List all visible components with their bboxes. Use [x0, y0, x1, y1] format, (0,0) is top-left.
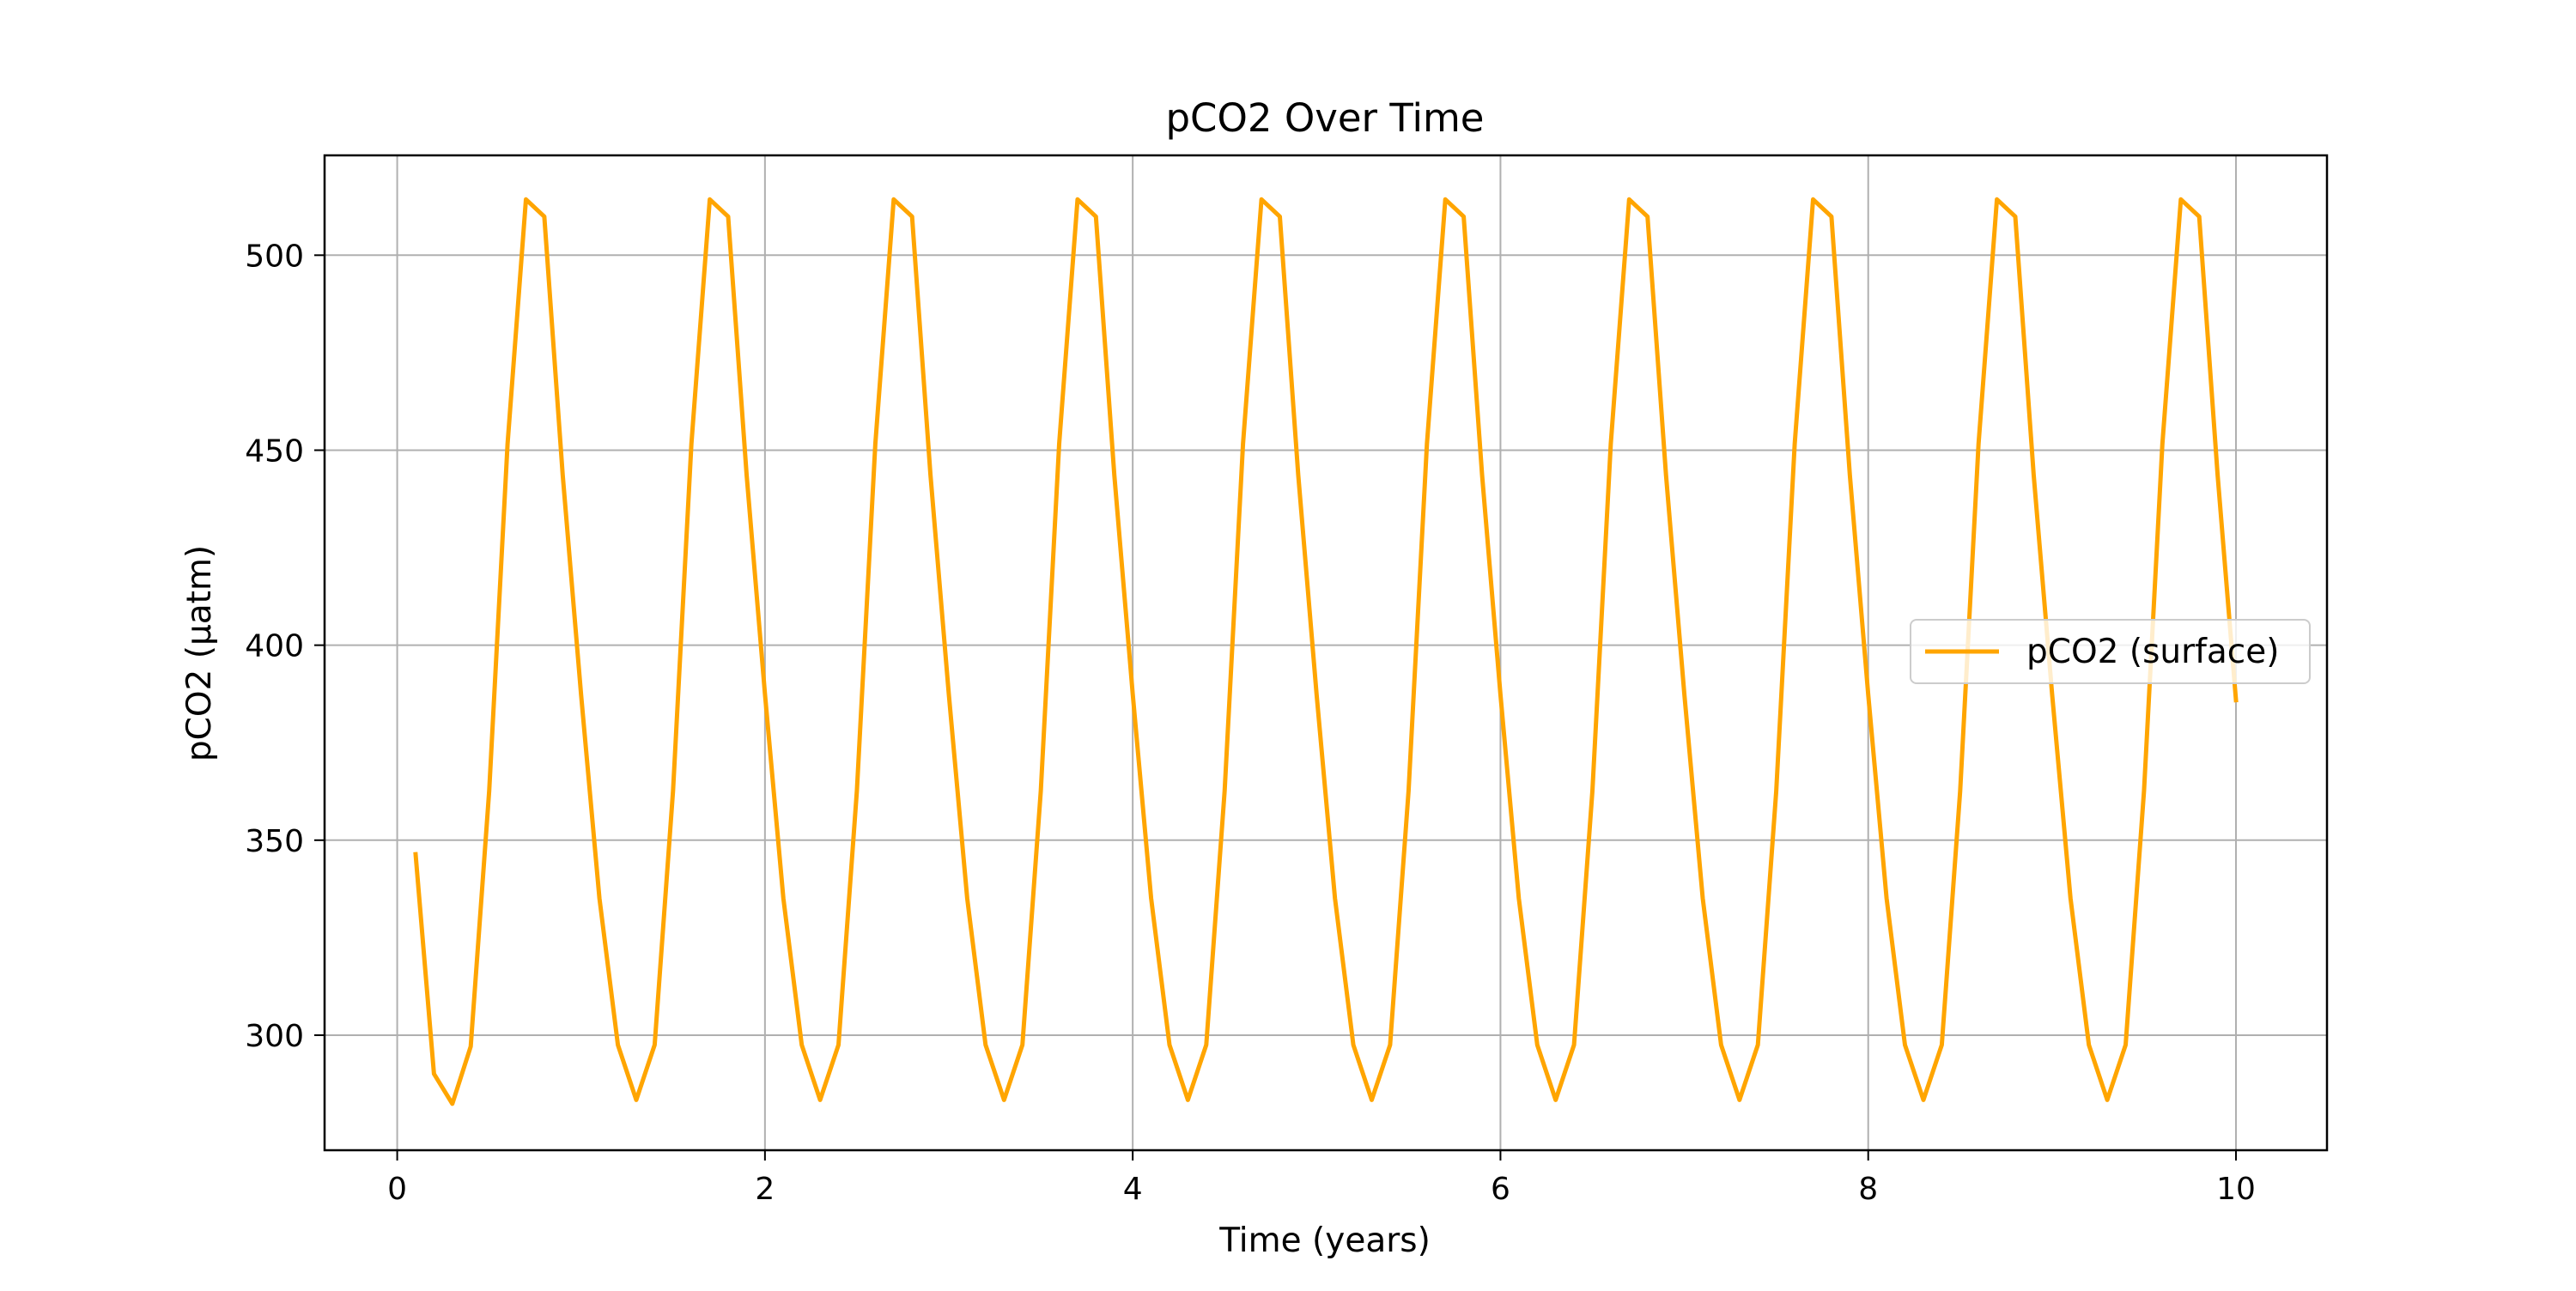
y-tick-label: 400	[245, 629, 304, 664]
x-tick-label: 8	[1858, 1172, 1878, 1207]
y-tick-label: 300	[245, 1019, 304, 1054]
x-axis-label: Time (years)	[1218, 1221, 1431, 1260]
y-tick-label: 350	[245, 824, 304, 859]
x-tick-label: 2	[755, 1172, 775, 1207]
x-tick-label: 10	[2216, 1172, 2256, 1207]
legend-label: pCO2 (surface)	[2026, 633, 2279, 671]
series-line-pco2-surface	[413, 197, 2239, 1106]
axis-ticks: 0 2 4 6 8 10 300 350 400 450 500	[245, 239, 2256, 1207]
x-tick-label: 0	[387, 1172, 407, 1207]
y-axis-label: pCO2 (µatm)	[180, 545, 219, 761]
y-tick-label: 450	[245, 433, 304, 469]
x-tick-label: 6	[1491, 1172, 1510, 1207]
legend: pCO2 (surface)	[1910, 619, 2311, 684]
x-tick-label: 4	[1123, 1172, 1143, 1207]
plot-area-frame	[323, 154, 2329, 1152]
chart-title: pCO2 Over Time	[1165, 95, 1484, 141]
legend-box	[1910, 619, 2311, 684]
y-tick-label: 500	[245, 239, 304, 274]
series-layer	[413, 197, 2239, 1106]
